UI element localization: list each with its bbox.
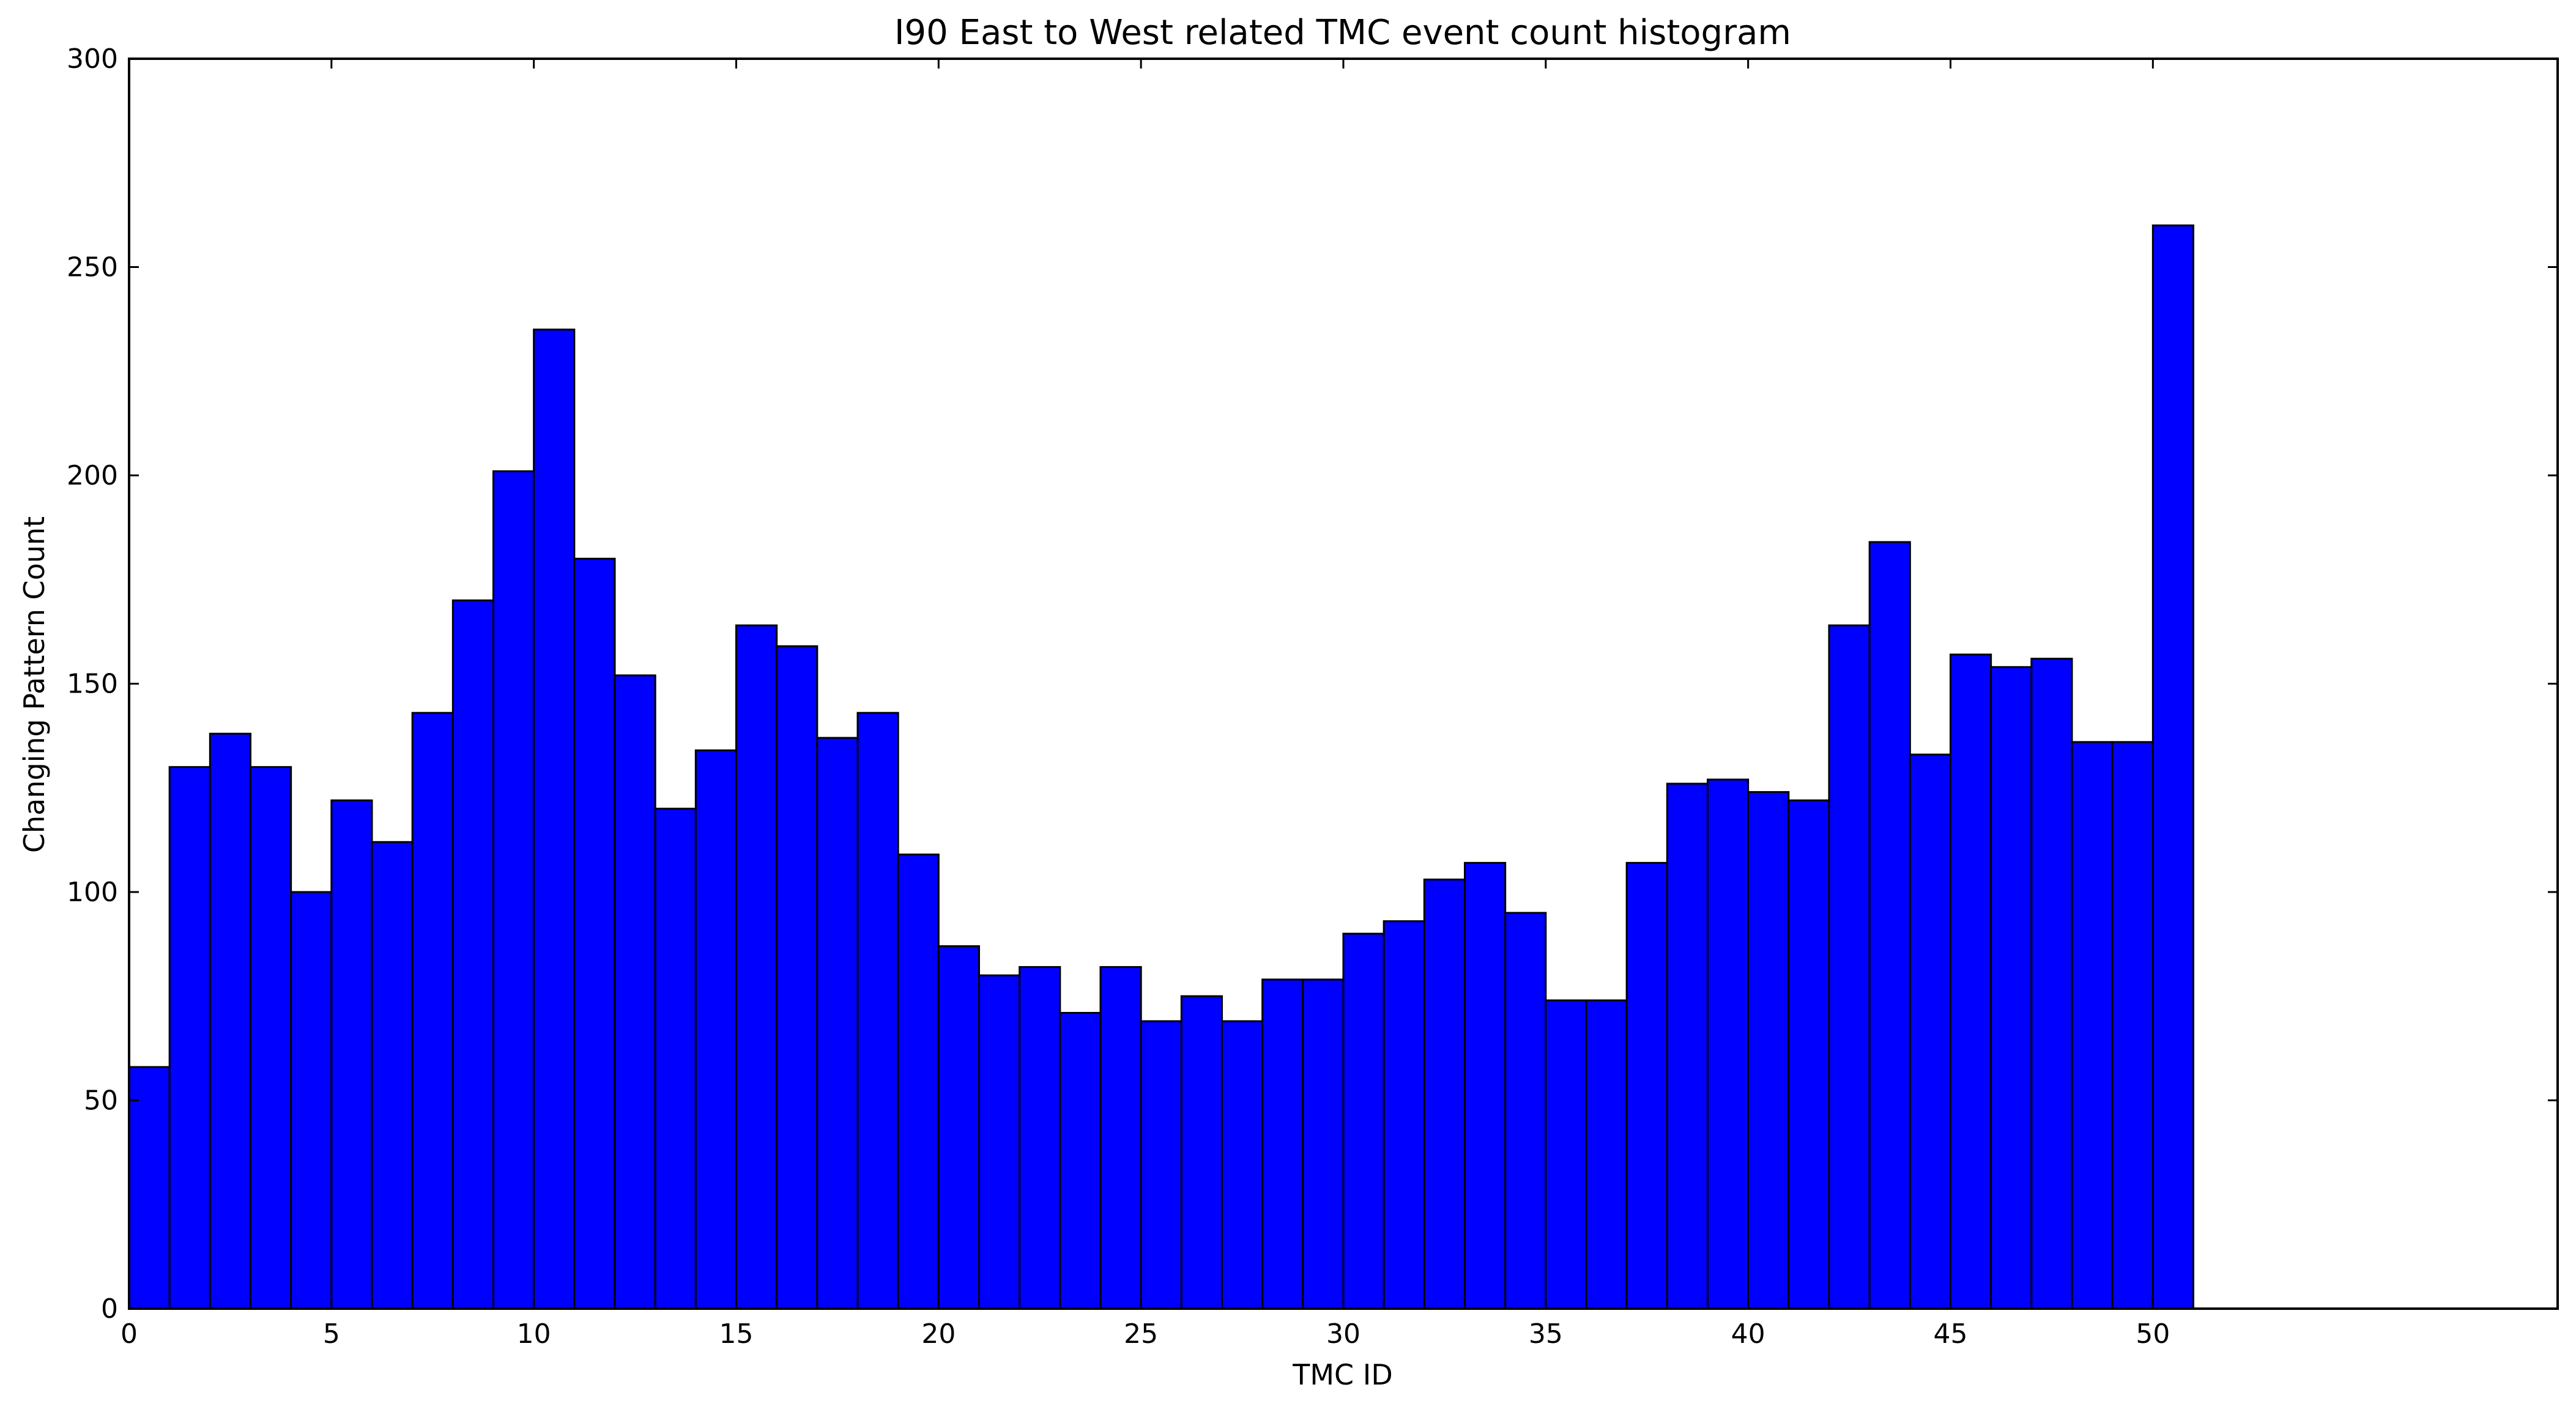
histogram-bar xyxy=(2111,741,2154,1310)
y-tick-label: 50 xyxy=(84,1085,118,1117)
histogram-bar xyxy=(1747,791,1790,1310)
histogram-bar xyxy=(1950,653,1992,1310)
x-tick-label: 45 xyxy=(1934,1318,1968,1350)
histogram-bar xyxy=(897,853,940,1310)
histogram-bar xyxy=(1099,966,1142,1310)
histogram-bar xyxy=(694,749,738,1310)
chart-title: I90 East to West related TMC event count… xyxy=(894,13,1791,53)
y-tick-label: 150 xyxy=(67,669,118,700)
y-tick-label: 100 xyxy=(67,877,118,908)
histogram-bar xyxy=(856,712,899,1310)
histogram-bar xyxy=(1868,541,1911,1310)
histogram-bar xyxy=(776,645,818,1310)
histogram-bar xyxy=(1666,783,1709,1310)
histogram-bar xyxy=(1545,999,1587,1310)
histogram-bar xyxy=(978,974,1021,1310)
x-axis-label: TMC ID xyxy=(1292,1358,1393,1391)
histogram-bar xyxy=(1625,861,1668,1310)
x-tick-label: 35 xyxy=(1529,1318,1563,1350)
x-tick-label: 30 xyxy=(1326,1318,1360,1350)
y-tick-label: 0 xyxy=(101,1293,118,1325)
x-tick-label: 0 xyxy=(121,1318,138,1350)
histogram-bar xyxy=(614,674,656,1310)
x-tick-label: 50 xyxy=(2136,1318,2170,1350)
histogram-bar xyxy=(1828,624,1871,1310)
histogram-bar xyxy=(1787,799,1830,1310)
histogram-bar xyxy=(816,737,859,1310)
histogram-bar xyxy=(290,891,333,1310)
histogram-bar xyxy=(937,945,981,1310)
histogram-bar xyxy=(1180,995,1223,1310)
histogram-bar xyxy=(128,1066,171,1310)
histogram-bar xyxy=(371,841,414,1310)
histogram-bar xyxy=(2071,741,2114,1310)
histogram-bar xyxy=(1464,861,1507,1310)
histogram-bar xyxy=(1504,912,1547,1310)
histogram-bar xyxy=(1342,932,1385,1310)
x-tick-label: 15 xyxy=(719,1318,754,1350)
histogram-bar xyxy=(2030,658,2073,1310)
histogram-bar xyxy=(1140,1020,1182,1310)
histogram-bar xyxy=(209,732,252,1310)
bars-group xyxy=(128,224,2194,1310)
y-axis-label: Changing Pattern Count xyxy=(18,516,51,853)
y-axis-ticks: 0 50 100 150 200 250 300 xyxy=(67,43,2558,1325)
y-tick-label: 200 xyxy=(67,460,118,491)
histogram-bar xyxy=(1909,753,1951,1310)
histogram-bar xyxy=(451,599,494,1310)
histogram-bar xyxy=(1059,1011,1102,1310)
x-tick-label: 10 xyxy=(517,1318,551,1350)
histogram-bar xyxy=(533,329,576,1310)
histogram-bar xyxy=(573,557,616,1310)
histogram-bar xyxy=(1383,920,1425,1310)
histogram-bar xyxy=(411,712,454,1310)
plot-frame xyxy=(128,58,2559,1310)
histogram-bar xyxy=(1707,778,1750,1310)
histogram-bar xyxy=(1019,966,1061,1310)
y-tick-label: 250 xyxy=(67,252,118,283)
histogram-bar xyxy=(1261,978,1304,1310)
x-tick-label: 5 xyxy=(323,1318,340,1350)
histogram-bar xyxy=(1302,978,1345,1310)
x-axis-ticks: 0 5 10 15 20 25 30 35 40 45 50 xyxy=(121,59,2170,1350)
x-tick-label: 40 xyxy=(1731,1318,1765,1350)
histogram-bar xyxy=(492,470,535,1310)
x-tick-label: 25 xyxy=(1124,1318,1158,1350)
histogram-bar xyxy=(2151,224,2194,1310)
y-tick-label: 300 xyxy=(67,43,118,75)
histogram-bar xyxy=(250,766,292,1310)
histogram-bar xyxy=(1221,1020,1264,1310)
histogram-bar xyxy=(735,624,778,1310)
histogram-bar xyxy=(168,766,211,1310)
histogram-bar xyxy=(1990,666,2033,1310)
histogram-bar xyxy=(654,808,697,1310)
histogram-bar xyxy=(330,799,373,1310)
x-tick-label: 20 xyxy=(921,1318,956,1350)
histogram-bar xyxy=(1585,999,1628,1310)
histogram-bar xyxy=(1423,879,1466,1310)
